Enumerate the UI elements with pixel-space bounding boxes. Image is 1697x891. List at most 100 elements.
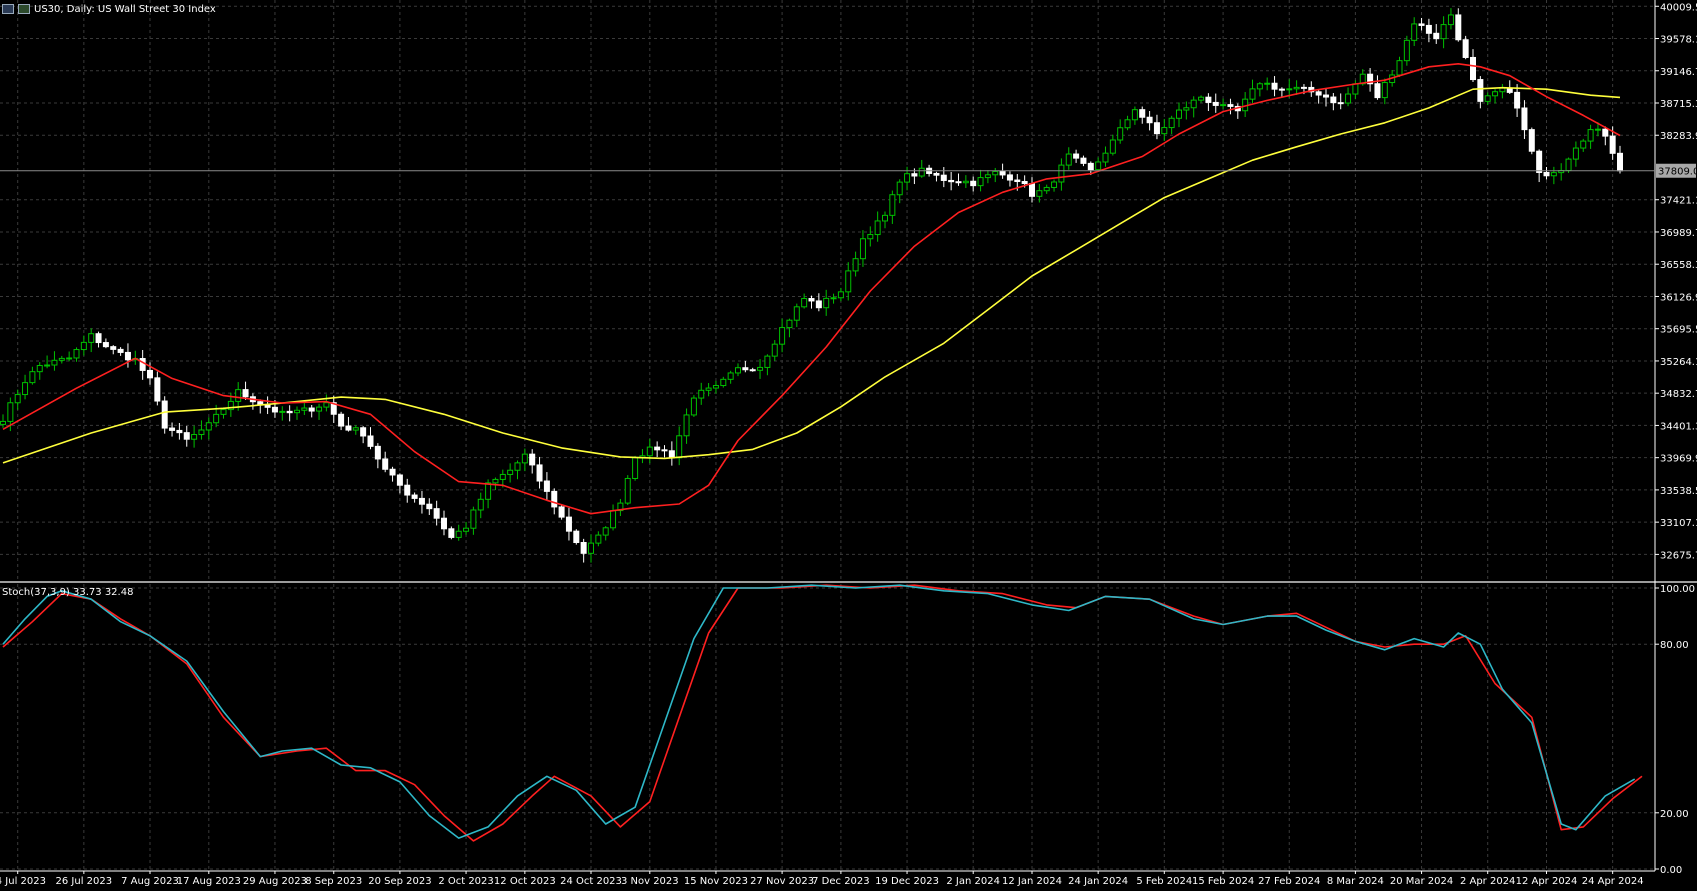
candle-body: [51, 359, 58, 366]
candle-body: [1462, 39, 1469, 58]
candle-body: [58, 357, 65, 361]
candle: [588, 534, 594, 563]
candle: [514, 460, 521, 480]
time-tick-label: 2 Jan 2024: [946, 876, 1000, 887]
candle-body: [220, 409, 227, 415]
candle-body: [66, 357, 73, 360]
candle-body: [1256, 83, 1263, 90]
candle: [507, 463, 514, 483]
candle: [338, 411, 345, 431]
candle-body: [1447, 14, 1454, 26]
candle-body: [1227, 104, 1234, 107]
candle: [110, 345, 117, 355]
candle: [102, 338, 109, 349]
candle: [1550, 166, 1557, 185]
candle-body: [962, 180, 969, 184]
candle: [1264, 77, 1271, 91]
candle-body: [610, 510, 617, 529]
candle-body: [1470, 56, 1476, 81]
candle: [823, 289, 830, 316]
candle-body: [742, 367, 749, 371]
candle: [705, 383, 712, 397]
candle-body: [1161, 127, 1168, 135]
price-tick-label: 32675.7: [1660, 550, 1697, 561]
candle-body: [1345, 93, 1352, 104]
time-tick-label: 7 Aug 2023: [121, 876, 179, 887]
time-tick-label: 7 Dec 2023: [812, 876, 870, 887]
candle: [977, 169, 984, 192]
candle-body: [455, 530, 462, 538]
candle: [1220, 98, 1227, 109]
candle: [1580, 138, 1587, 152]
price-tick-label: 39578.1: [1660, 35, 1697, 46]
candle-body: [514, 462, 521, 471]
candle-body: [984, 174, 991, 179]
candle: [735, 363, 741, 377]
candle-body: [815, 300, 822, 309]
candle: [712, 380, 719, 394]
candle-body: [1190, 99, 1197, 109]
candle-body: [896, 181, 903, 196]
candle-body: [624, 477, 631, 504]
candle-body: [1139, 109, 1146, 118]
price-tick-label: 33107.1: [1660, 518, 1697, 529]
candle-body: [1565, 158, 1572, 171]
candle-body: [1367, 73, 1374, 85]
candle-body: [418, 497, 425, 505]
candle-body: [521, 453, 528, 464]
chart-window-icon[interactable]: [2, 4, 14, 14]
candle: [426, 498, 433, 515]
current-price-label: 37809.0: [1658, 167, 1697, 178]
candle-body: [1381, 82, 1388, 99]
candle: [896, 179, 903, 204]
price-tick-label: 33538.5: [1660, 486, 1697, 497]
candle: [301, 402, 308, 416]
time-tick-label: 12 Oct 2023: [494, 876, 556, 887]
candle: [1455, 8, 1462, 42]
candle-body: [845, 270, 852, 293]
candle-body: [1073, 153, 1080, 159]
candle-body: [874, 220, 881, 236]
candle-body: [1271, 82, 1278, 90]
candle: [521, 448, 528, 472]
candle: [1425, 18, 1432, 43]
candle-body: [1440, 24, 1447, 40]
candle: [727, 370, 734, 384]
price-tick-label: 39146.7: [1660, 67, 1697, 78]
candle: [88, 328, 95, 353]
candle-body: [1065, 153, 1072, 166]
candle-body: [1212, 101, 1219, 106]
candle-body: [1425, 24, 1432, 34]
candle: [874, 211, 881, 242]
candle-body: [558, 506, 565, 518]
candle-body: [286, 410, 293, 414]
candle: [551, 488, 558, 515]
candle-body: [1102, 152, 1109, 163]
candle-body: [712, 385, 719, 389]
candle-body: [477, 498, 484, 511]
candle-body: [779, 327, 786, 345]
chart-header: US30, Daily: US Wall Street 30 Index: [2, 2, 216, 16]
bars-chart-icon[interactable]: [18, 4, 30, 14]
candle: [580, 538, 587, 563]
candle: [205, 417, 212, 440]
candle: [786, 318, 793, 338]
candle: [1058, 158, 1065, 191]
candle-body: [1477, 79, 1484, 102]
candle: [73, 347, 80, 362]
candle: [1176, 102, 1182, 128]
candle: [882, 211, 888, 229]
candle-body: [955, 181, 962, 184]
candle-body: [793, 306, 800, 321]
price-tick-label: 34401.3: [1660, 421, 1697, 432]
candle-body: [198, 429, 205, 436]
candle-body: [668, 450, 675, 459]
candle-body: [183, 432, 190, 440]
candle: [352, 425, 359, 435]
candle: [308, 404, 315, 418]
time-tick-label: 14 Jul 2023: [0, 876, 46, 887]
candle-body: [448, 528, 455, 538]
